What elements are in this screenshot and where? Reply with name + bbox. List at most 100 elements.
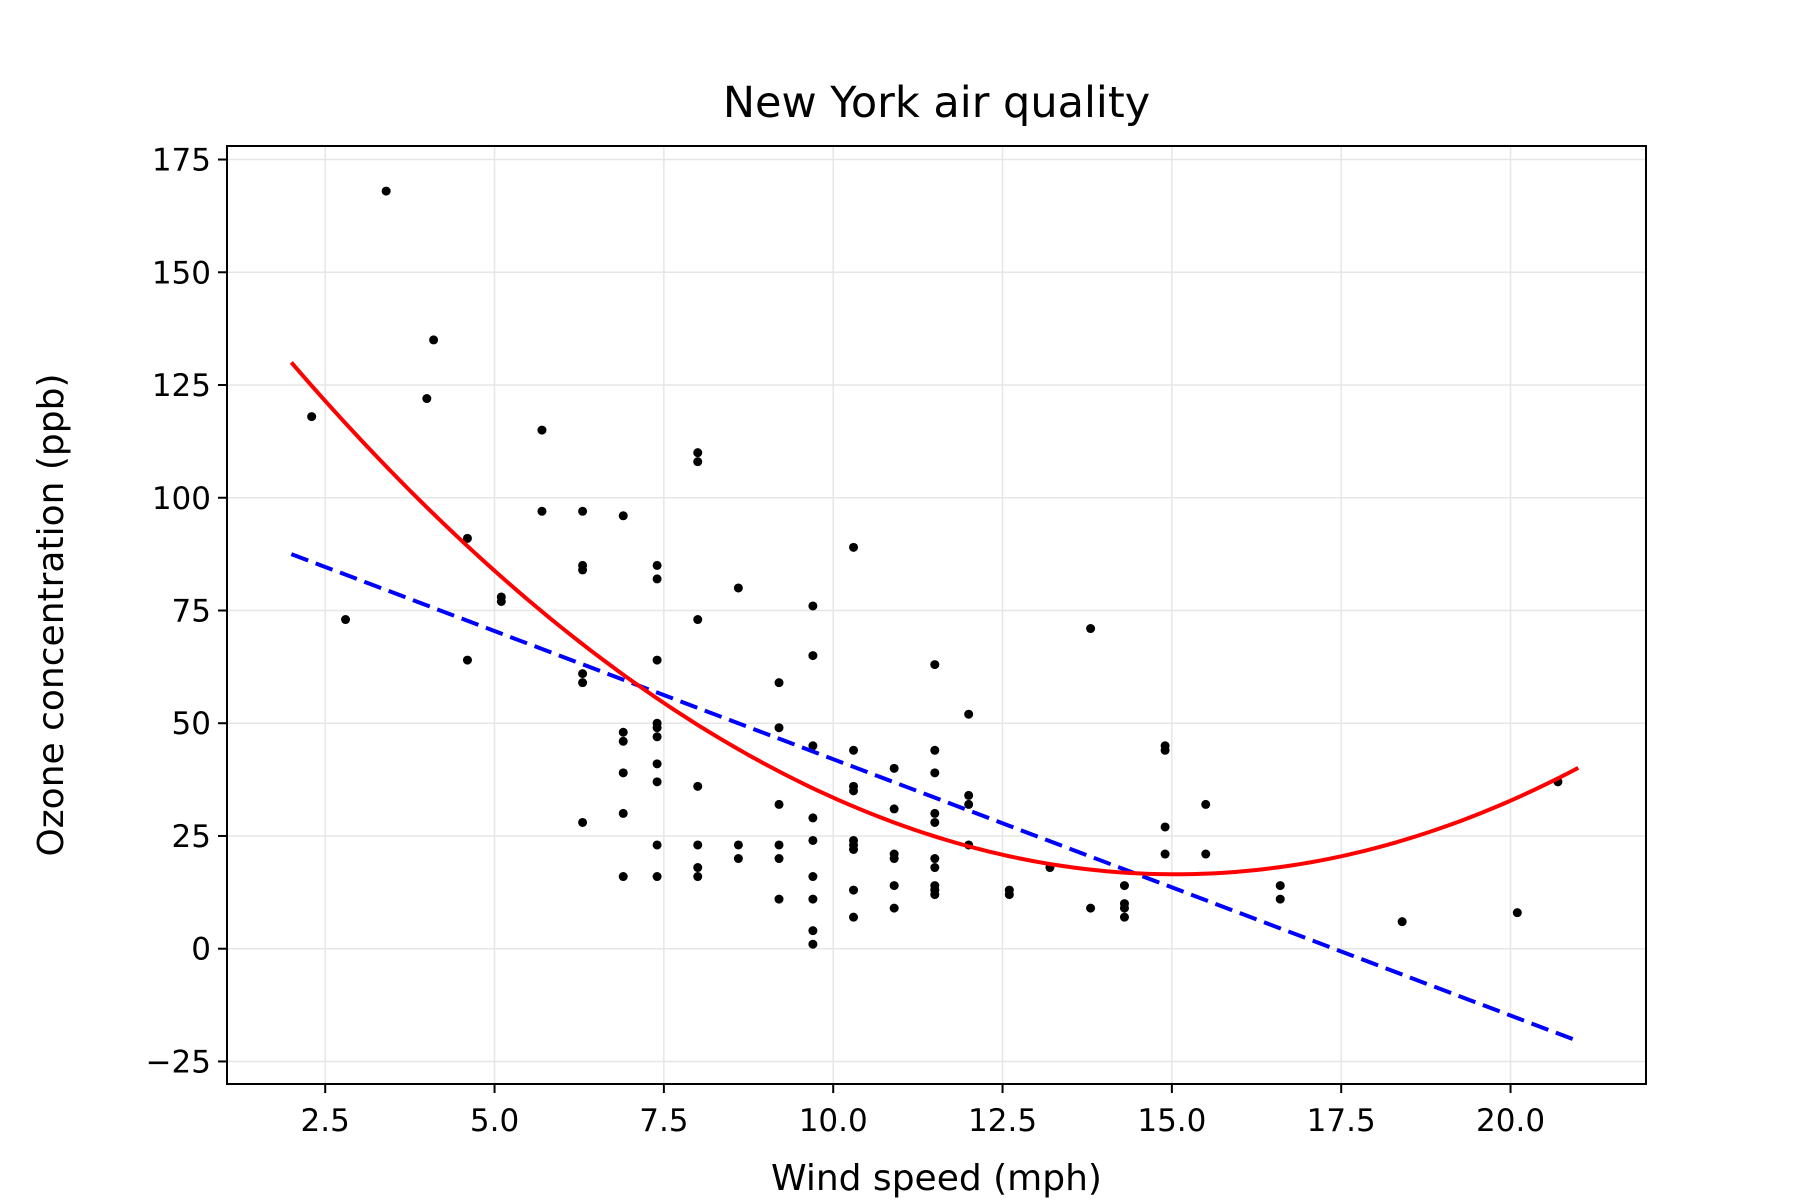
data-point <box>578 506 588 516</box>
x-axis-label: Wind speed (mph) <box>771 1158 1102 1199</box>
y-tick-label: 0 <box>191 932 211 968</box>
data-point <box>964 799 974 809</box>
data-point <box>808 894 818 904</box>
data-point <box>930 768 940 778</box>
data-point <box>578 565 588 575</box>
data-point <box>774 854 784 864</box>
quadratic-fit-curve <box>289 361 1580 877</box>
data-point <box>652 560 662 570</box>
y-tick-label: 175 <box>152 143 211 179</box>
data-point <box>930 817 940 827</box>
data-point <box>930 660 940 670</box>
data-point <box>652 759 662 769</box>
grid <box>227 146 1646 1084</box>
data-point <box>849 542 859 552</box>
data-point <box>578 669 588 679</box>
data-point <box>1275 881 1285 891</box>
data-point <box>808 813 818 823</box>
y-axis-label: Ozone concentration (ppb) <box>31 373 72 856</box>
data-point <box>578 817 588 827</box>
y-axis-ticks: −25 0 25 50 75 100 125 150 175 <box>146 143 227 1080</box>
y-tick-label: 150 <box>152 255 211 291</box>
data-point <box>1119 903 1129 913</box>
data-point <box>693 781 703 791</box>
data-point <box>652 723 662 733</box>
data-point <box>693 872 703 882</box>
data-point <box>422 394 432 404</box>
data-point <box>307 412 317 422</box>
data-point <box>1201 849 1211 859</box>
data-point <box>849 786 859 796</box>
data-point <box>693 457 703 467</box>
data-point <box>1004 890 1014 900</box>
chart-title: New York air quality <box>723 78 1150 128</box>
data-point <box>693 615 703 625</box>
y-tick-label: 50 <box>172 706 211 742</box>
data-point <box>808 835 818 845</box>
data-point <box>889 804 899 814</box>
data-point <box>849 912 859 922</box>
data-point <box>496 596 506 606</box>
data-point <box>618 872 628 882</box>
x-tick-label: 10.0 <box>799 1103 868 1139</box>
plot-frame <box>226 145 1647 1085</box>
data-point <box>733 854 743 864</box>
data-point <box>964 790 974 800</box>
data-point <box>808 939 818 949</box>
data-point <box>618 727 628 737</box>
data-point <box>930 745 940 755</box>
data-point <box>1086 903 1096 913</box>
data-point <box>774 723 784 733</box>
data-point <box>1275 894 1285 904</box>
y-tick-label: 25 <box>172 819 211 855</box>
data-point <box>1086 624 1096 634</box>
x-tick-label: 5.0 <box>470 1103 519 1139</box>
y-tick-label: −25 <box>146 1044 211 1080</box>
data-point <box>537 506 547 516</box>
data-point <box>930 854 940 864</box>
data-point <box>652 732 662 742</box>
data-point <box>652 777 662 787</box>
data-point <box>930 863 940 873</box>
data-point <box>1512 908 1522 918</box>
data-point <box>652 840 662 850</box>
data-point <box>1119 881 1129 891</box>
data-point <box>652 655 662 665</box>
data-point <box>1160 822 1170 832</box>
data-point <box>693 840 703 850</box>
x-axis-ticks: 2.5 5.0 7.5 10.0 12.5 15.0 17.5 20.0 <box>301 1084 1545 1139</box>
data-point <box>733 583 743 593</box>
data-point <box>774 678 784 688</box>
data-point <box>652 872 662 882</box>
data-point <box>652 574 662 584</box>
linear-fit-line <box>290 552 1579 1044</box>
y-tick-label: 125 <box>152 368 211 404</box>
x-tick-label: 2.5 <box>301 1103 350 1139</box>
data-point <box>578 678 588 688</box>
data-point <box>930 808 940 818</box>
data-point <box>1119 912 1129 922</box>
data-point <box>964 709 974 719</box>
data-point <box>889 763 899 773</box>
y-tick-label: 75 <box>172 593 211 629</box>
x-tick-label: 7.5 <box>639 1103 688 1139</box>
data-point <box>733 840 743 850</box>
y-tick-label: 100 <box>152 481 211 517</box>
data-point <box>1201 799 1211 809</box>
data-point <box>849 745 859 755</box>
data-point <box>808 651 818 661</box>
data-point <box>462 533 472 543</box>
x-tick-label: 17.5 <box>1307 1103 1376 1139</box>
data-point <box>1160 745 1170 755</box>
data-point <box>618 511 628 521</box>
data-point <box>693 863 703 873</box>
x-tick-label: 12.5 <box>968 1103 1037 1139</box>
data-point <box>381 186 391 196</box>
x-tick-label: 15.0 <box>1137 1103 1206 1139</box>
data-point <box>693 448 703 458</box>
data-point <box>889 854 899 864</box>
data-point <box>808 601 818 611</box>
data-point <box>618 736 628 746</box>
data-point <box>808 741 818 751</box>
